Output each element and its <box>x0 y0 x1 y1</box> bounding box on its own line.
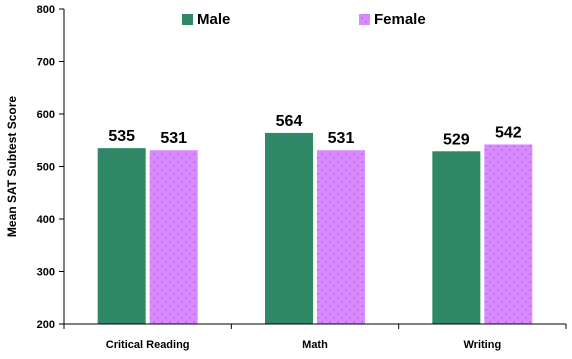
x-tick-label: Writing <box>463 339 501 351</box>
y-tick-label: 600 <box>37 109 55 121</box>
x-tick-label: Math <box>302 339 328 351</box>
legend-label-female: Female <box>374 11 426 28</box>
y-tick-label: 700 <box>37 57 55 69</box>
x-tick-label: Critical Reading <box>106 339 190 351</box>
bar-male-3 <box>432 151 481 324</box>
y-axis-title: Mean SAT Subtest Score <box>5 96 19 237</box>
bars-layer <box>97 132 533 324</box>
y-tick-label: 800 <box>37 4 55 16</box>
legend-swatch-female <box>359 14 370 25</box>
bar-female-1 <box>149 150 198 324</box>
y-tick-label: 300 <box>37 267 55 279</box>
y-tick-label: 500 <box>37 162 55 174</box>
y-tick-label: 200 <box>37 319 55 331</box>
bar-female-2 <box>317 150 365 324</box>
data-label: 564 <box>276 113 303 130</box>
legend-label-male: Male <box>197 11 230 28</box>
bar-female-3 <box>484 144 533 324</box>
data-label: 531 <box>328 130 355 147</box>
axes-layer <box>59 8 567 329</box>
data-label: 531 <box>160 130 187 147</box>
legend: Male Female <box>182 11 426 28</box>
data-label: 535 <box>108 128 135 145</box>
bar-male-1 <box>97 148 146 324</box>
y-tick-label: 400 <box>37 214 55 226</box>
data-label: 542 <box>495 124 522 141</box>
labels-layer: 535 531 Critical Reading 564 531 Math 529 542 Wr… <box>5 4 522 351</box>
data-label: 529 <box>443 131 470 148</box>
legend-swatch-male <box>182 14 193 25</box>
bar-male-2 <box>265 132 313 324</box>
